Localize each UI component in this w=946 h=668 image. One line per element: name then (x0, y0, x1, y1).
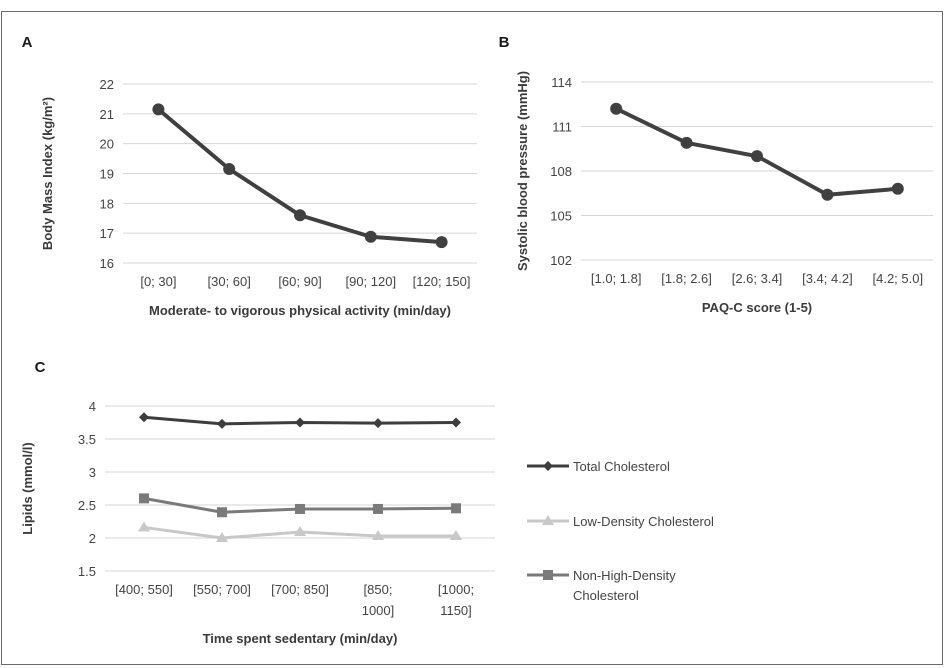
y-tick-label: 114 (551, 75, 572, 90)
data-point (373, 503, 383, 514)
data-point (138, 521, 150, 532)
y-tick-label: 105 (550, 209, 572, 224)
x-tick-label: [700; 850] (271, 582, 329, 597)
data-point (295, 503, 305, 514)
y-tick-label: 2.5 (78, 498, 96, 513)
panel-c-chart: C 1.5 2 2.5 3 3.5 4 [400; 550] [550; 700] [700; 8… (20, 359, 714, 646)
y-tick-label: 1.5 (78, 564, 96, 579)
x-tick-label: [0; 30] (140, 274, 176, 289)
panel-letter: C (35, 359, 46, 376)
x-tick-label: [1.8; 2.6] (661, 271, 712, 286)
y-tick-label: 22 (100, 77, 114, 92)
data-point (294, 526, 306, 537)
x-tick-label: [30; 60] (208, 274, 251, 289)
y-tick-label: 108 (550, 164, 572, 179)
y-axis-title: Lipids (mmol/l) (20, 442, 35, 534)
y-axis-title: Systolic blood pressure (mmHg) (515, 71, 530, 271)
panel-a-chart: A 16 17 18 19 20 21 22 [0; 30] [30; 60] [60; 90] [9… (22, 34, 477, 318)
data-point (216, 532, 228, 542)
legend-marker (542, 515, 554, 525)
y-tick-label: 102 (550, 253, 572, 268)
x-axis-title: Moderate- to vigorous physical activity … (149, 303, 451, 318)
legend-marker (543, 461, 553, 471)
data-point (451, 503, 461, 514)
panel-b-chart: B 102 105 108 111 114 [1.0; 1.8] [1.8; 2.6] [2.6… (499, 34, 933, 315)
y-tick-label: 4 (89, 399, 96, 414)
y-tick-label: 20 (100, 137, 114, 152)
data-point (450, 530, 462, 541)
legend-label: Low-Density Cholesterol (573, 514, 714, 529)
data-point (610, 102, 623, 115)
y-tick-label: 18 (100, 196, 114, 211)
x-tick-label: [550; 700] (193, 582, 251, 597)
y-tick-label: 111 (552, 120, 572, 135)
y-tick-label: 2 (89, 531, 96, 546)
x-tick-label: [850; (364, 582, 393, 597)
data-point (373, 418, 383, 429)
x-tick-label: [60; 90] (278, 274, 321, 289)
y-tick-label: 3.5 (78, 432, 96, 447)
data-point (751, 150, 763, 163)
data-point (223, 163, 236, 176)
legend-marker (543, 570, 553, 580)
panel-letter: B (499, 34, 510, 51)
x-axis-title: PAQ-C score (1-5) (702, 300, 812, 315)
data-point (891, 182, 904, 195)
panel-letter: A (22, 34, 33, 51)
data-point (680, 136, 693, 149)
x-tick-label: [2.6; 3.4] (732, 271, 783, 286)
legend-label: Non-High-Density (573, 568, 676, 583)
data-point (364, 230, 377, 243)
x-tick-label: [4.2; 5.0] (873, 271, 924, 286)
data-point (217, 507, 227, 518)
x-tick-label: [120; 150] (413, 274, 471, 289)
data-point (821, 188, 834, 201)
y-tick-label: 17 (100, 226, 114, 241)
x-tick-label: [1000; (438, 582, 474, 597)
data-point (435, 236, 448, 249)
y-axis-title: Body Mass Index (kg/m²) (40, 97, 55, 250)
x-axis-title: Time spent sedentary (min/day) (203, 631, 398, 646)
data-point (217, 418, 227, 429)
y-tick-label: 19 (100, 167, 114, 182)
data-point (152, 103, 165, 116)
legend-label: Total Cholesterol (573, 459, 670, 474)
y-tick-label: 21 (100, 107, 114, 122)
legend-label: Cholesterol (573, 588, 639, 603)
y-tick-label: 16 (100, 256, 114, 271)
x-tick-label: 1150] (440, 603, 472, 618)
x-tick-label: [400; 550] (115, 582, 173, 597)
data-point (372, 530, 384, 541)
x-tick-label: 1000] (362, 603, 395, 618)
x-tick-label: [90; 120] (345, 274, 396, 289)
data-point (294, 209, 306, 222)
x-tick-label: [1.0; 1.8] (591, 271, 642, 286)
data-point (139, 412, 149, 423)
y-tick-label: 3 (89, 465, 96, 480)
data-point (295, 417, 305, 428)
x-tick-label: [3.4; 4.2] (802, 271, 853, 286)
data-point (139, 493, 149, 504)
data-point (451, 417, 461, 428)
figure-frame (1, 11, 943, 665)
series-line (157, 107, 442, 245)
